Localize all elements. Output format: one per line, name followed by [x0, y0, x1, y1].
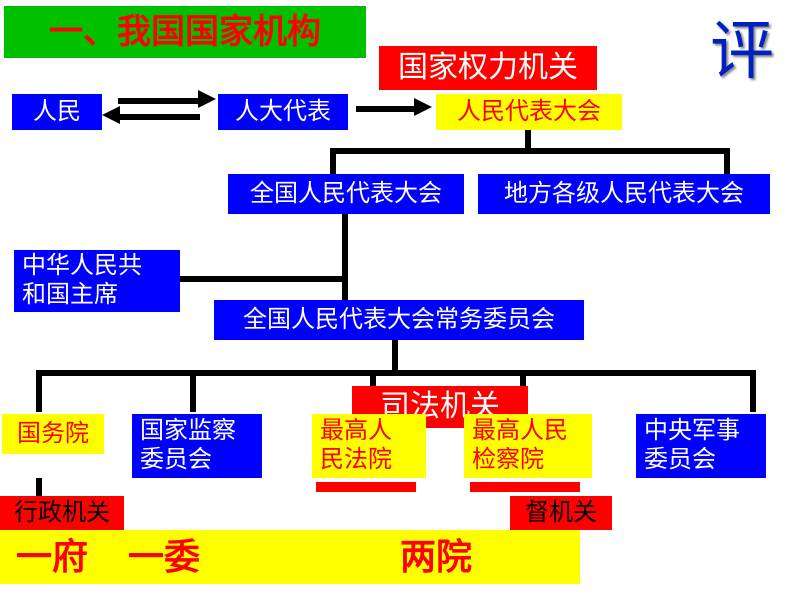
- connector: [36, 370, 756, 376]
- node-standing-committee: 全国人民代表大会常务委员会: [214, 300, 584, 340]
- connector: [392, 340, 398, 370]
- connector: [330, 148, 730, 154]
- node-supervise-organ: 督机关: [510, 496, 612, 530]
- connector: [525, 130, 531, 148]
- node-people: 人民: [12, 94, 102, 130]
- connector: [750, 370, 756, 412]
- node-peoples-congress: 人民代表大会: [436, 94, 622, 130]
- page-title: 一、我国国家机构: [4, 6, 366, 58]
- node-npc: 全国人民代表大会: [228, 174, 464, 214]
- connector: [356, 106, 416, 112]
- node-supreme-proc: 最高人民 检察院: [464, 414, 592, 478]
- connector: [118, 114, 200, 120]
- arrow-right: [198, 90, 216, 108]
- node-supervision: 国家监察 委员会: [132, 414, 262, 478]
- red-bar: [470, 482, 580, 492]
- connector: [330, 148, 336, 174]
- node-power-organ: 国家权力机关: [379, 46, 597, 90]
- node-president: 中华人民共 和国主席: [14, 250, 180, 312]
- summary-yifu: 一府: [16, 535, 88, 578]
- summary-bar: 一府 一委 两院: [0, 530, 580, 584]
- node-state-council: 国务院: [2, 414, 104, 454]
- connector: [190, 370, 196, 412]
- node-admin-organ: 行政机关: [0, 496, 124, 530]
- arrow-right: [414, 98, 432, 116]
- connector: [342, 214, 348, 300]
- connector: [724, 148, 730, 174]
- connector: [118, 98, 200, 104]
- summary-yiwei: 一委: [128, 535, 200, 578]
- connector: [36, 478, 42, 496]
- arrow-left: [102, 106, 120, 124]
- connector: [180, 276, 346, 282]
- summary-liangyuan: 两院: [400, 535, 472, 578]
- node-npc-delegate: 人大代表: [218, 94, 348, 130]
- eval-char: 评: [710, 0, 774, 92]
- node-local-pc: 地方各级人民代表大会: [478, 174, 770, 214]
- node-supreme-court: 最高人 民法院: [312, 414, 426, 478]
- node-cmc: 中央军事 委员会: [636, 414, 766, 478]
- connector: [36, 370, 42, 412]
- red-bar: [316, 482, 416, 492]
